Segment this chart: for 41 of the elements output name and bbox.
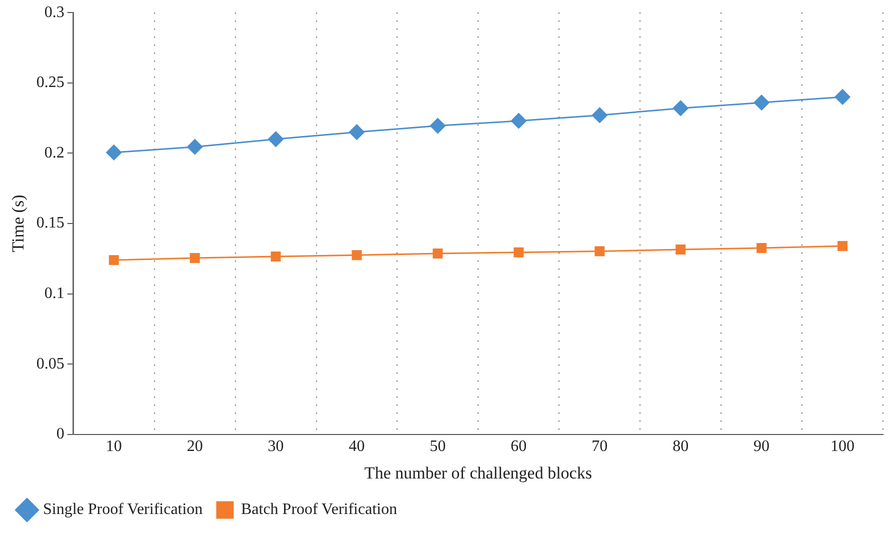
y-tick-label: 0.15: [36, 214, 64, 232]
x-tick-label: 90: [754, 438, 770, 456]
y-axis-title: Time (s): [8, 194, 28, 252]
point: [108, 255, 119, 266]
point: [672, 100, 688, 116]
x-tick-label: 20: [186, 438, 203, 456]
point: [834, 89, 850, 105]
x-tick-label: 100: [830, 438, 855, 456]
point: [106, 144, 122, 160]
x-tick-label: 30: [268, 438, 284, 456]
legend-label: Single Proof Verification: [43, 501, 203, 518]
point: [349, 124, 365, 140]
point: [592, 107, 608, 123]
point: [432, 248, 443, 258]
y-tick-label: 0.1: [44, 285, 64, 302]
point: [352, 250, 362, 260]
point: [676, 244, 686, 255]
x-tick-label: 40: [348, 438, 365, 456]
point: [756, 242, 767, 253]
x-tick-label: 60: [510, 438, 527, 456]
point: [430, 118, 446, 134]
point: [187, 139, 203, 155]
x-tick-label: 50: [430, 438, 446, 456]
x-tick-label: 10: [106, 438, 122, 456]
y-tick-label: 0.25: [36, 74, 64, 92]
point: [514, 247, 524, 258]
point: [190, 252, 200, 263]
x-tick-label: 80: [672, 438, 689, 456]
x-tick-label: 70: [592, 438, 608, 456]
y-tick-label: 0.2: [44, 144, 64, 162]
point: [268, 131, 284, 147]
point: [510, 113, 526, 129]
y-tick-label: 0: [56, 426, 64, 443]
x-axis-title: The number of challenged blocks: [364, 463, 592, 482]
point: [754, 94, 770, 110]
y-tick-label: 0.3: [44, 4, 64, 21]
legend-label: Batch Proof Verification: [240, 501, 398, 518]
point: [594, 246, 605, 256]
y-tick-label: 0.05: [36, 355, 64, 372]
point: [270, 252, 281, 262]
point: [838, 241, 848, 251]
